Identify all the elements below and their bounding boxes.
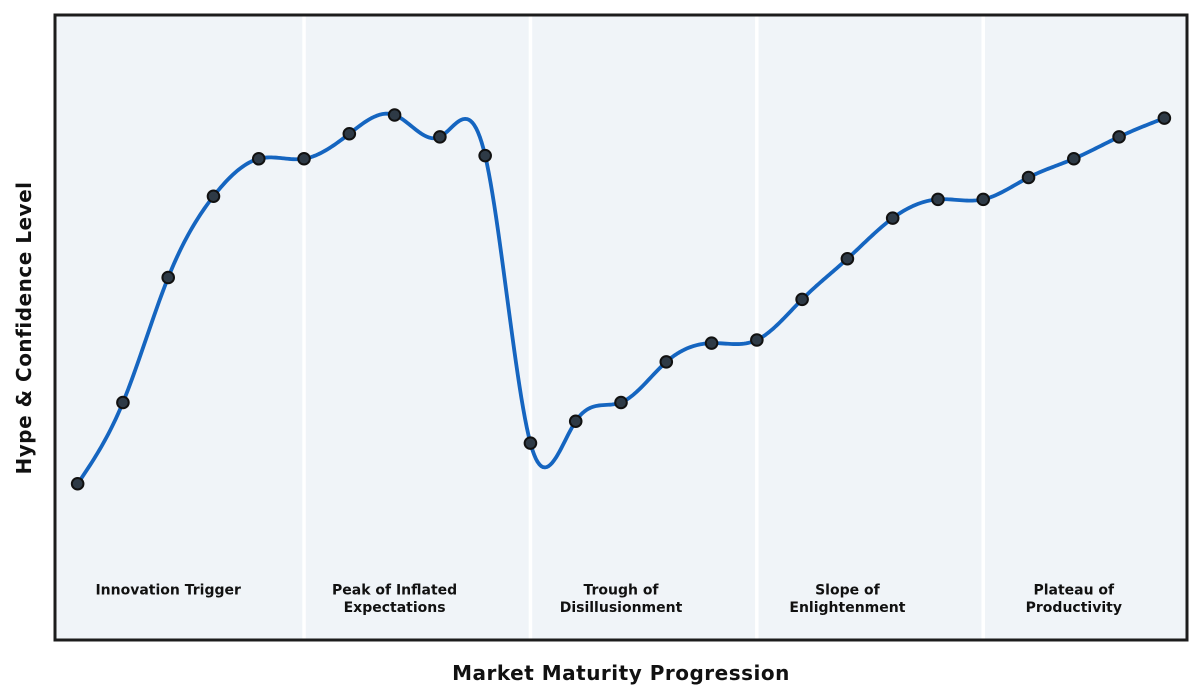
phase-label: Plateau of Productivity (1026, 583, 1122, 617)
data-point-marker (206, 189, 221, 204)
phase-label: Trough of Disillusionment (560, 583, 683, 617)
plot-background (55, 15, 1187, 640)
data-point-marker (931, 192, 945, 207)
phase-label: Peak of Inflated Expectations (332, 583, 457, 617)
data-point-marker (523, 436, 538, 450)
data-point-marker (433, 130, 447, 144)
data-point-marker (840, 251, 855, 266)
phase-label: Innovation Trigger (95, 583, 241, 599)
data-point-marker (795, 292, 809, 307)
data-point-marker (116, 395, 130, 410)
data-point-marker (1157, 111, 1172, 125)
data-point-marker (750, 333, 764, 347)
data-point-marker (161, 270, 175, 285)
data-point-marker (478, 148, 492, 163)
y-axis-label: Hype & Confidence Level (12, 181, 36, 475)
data-point-marker (342, 126, 357, 141)
data-point-marker (614, 395, 628, 410)
data-point-marker (568, 414, 583, 429)
data-point-marker (659, 355, 674, 369)
x-axis-label: Market Maturity Progression (452, 661, 790, 685)
data-point-marker (251, 151, 266, 166)
data-point-marker (976, 192, 991, 207)
data-point-marker (1021, 170, 1036, 185)
data-point-marker (1112, 130, 1126, 144)
data-point-marker (885, 211, 900, 225)
phase-label: Slope of Enlightenment (789, 583, 905, 617)
plot-border (53, 13, 1189, 642)
data-point-marker (704, 336, 719, 350)
data-point-marker (1067, 151, 1081, 166)
data-point-marker (387, 108, 402, 122)
data-point-marker (70, 476, 85, 491)
data-point-marker (297, 151, 311, 166)
